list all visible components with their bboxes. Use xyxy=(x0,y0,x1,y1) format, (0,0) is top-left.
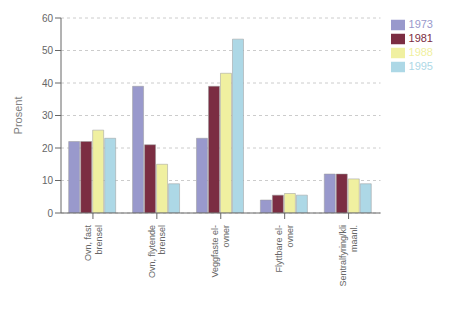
svg-text:Prosent: Prosent xyxy=(12,97,24,135)
html-text:1995: 1995 xyxy=(408,60,433,73)
html-text:1973: 1973 xyxy=(408,18,433,30)
svg-text:Ovn, flytendebrensel: Ovn, flytendebrensel xyxy=(147,225,168,278)
svg-text:50: 50 xyxy=(42,45,54,56)
svg-text:Ovn, fastbrensel: Ovn, fastbrensel xyxy=(83,225,104,262)
svg-text:10: 10 xyxy=(42,175,54,186)
svg-text:Sentralfyring/klimaanl.: Sentralfyring/klimaanl. xyxy=(338,225,359,287)
svg-text:40: 40 xyxy=(42,78,54,89)
svg-text:0: 0 xyxy=(47,208,53,219)
html-text:1981: 1981 xyxy=(408,32,433,45)
svg-text:Flyttbare el-ovner: Flyttbare el-ovner xyxy=(274,225,295,273)
svg-text:60: 60 xyxy=(42,13,54,24)
svg-text:30: 30 xyxy=(42,110,54,121)
svg-text:Veggfaste el-ovner: Veggfaste el-ovner xyxy=(210,225,231,278)
html-text:1988: 1988 xyxy=(408,46,433,59)
svg-text:20: 20 xyxy=(42,143,54,154)
